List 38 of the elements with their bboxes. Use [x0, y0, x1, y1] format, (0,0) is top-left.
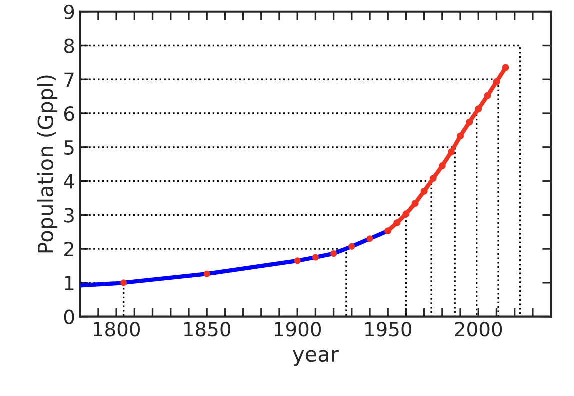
- x-tick-label: 1850: [184, 322, 231, 337]
- point: [448, 148, 455, 156]
- y-tick-label: 7: [64, 72, 74, 88]
- point: [457, 132, 464, 140]
- point: [493, 78, 500, 86]
- y-tick-label: 6: [64, 106, 74, 122]
- y-tick-label: 1: [65, 276, 74, 290]
- x-axis-title: year: [293, 350, 339, 366]
- point: [348, 243, 356, 250]
- point: [475, 106, 482, 113]
- point: [384, 228, 392, 235]
- point: [412, 200, 419, 208]
- y-tick-label: 2: [64, 242, 74, 256]
- x-tick-label: 2000: [455, 322, 502, 337]
- point: [430, 175, 437, 182]
- point: [330, 250, 338, 258]
- y-tick-label: 4: [64, 174, 74, 189]
- point: [120, 280, 128, 286]
- point: [204, 270, 210, 278]
- y-tick-label: 3: [64, 208, 74, 223]
- y-tick-label: 5: [64, 140, 74, 156]
- y-axis-title: Population (Gppl): [37, 76, 58, 253]
- point: [438, 162, 446, 170]
- point: [466, 118, 474, 126]
- point: [484, 92, 492, 100]
- point: [420, 188, 428, 195]
- point: [502, 64, 510, 72]
- point: [312, 254, 319, 261]
- x-tick-label: 1950: [366, 322, 412, 337]
- x-tick-label: 1900: [274, 322, 322, 337]
- point: [294, 258, 301, 264]
- point: [366, 236, 374, 242]
- y-tick-label: 9: [64, 4, 74, 20]
- x-tick-label: 1800: [94, 322, 140, 337]
- y-tick-label: 8: [64, 38, 74, 54]
- y-tick-label: 0: [64, 310, 74, 324]
- point: [402, 210, 410, 218]
- point: [394, 219, 401, 226]
